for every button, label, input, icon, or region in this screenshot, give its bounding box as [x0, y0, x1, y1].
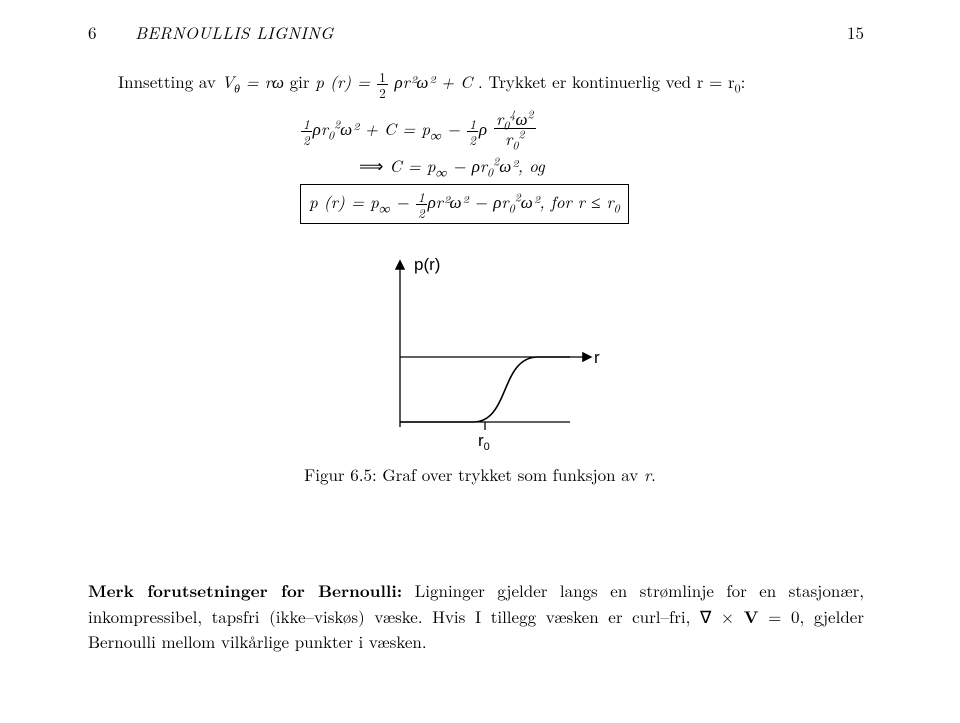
math-var: V: [222, 69, 235, 93]
math-sub: ∞: [436, 164, 447, 180]
denominator: 2: [467, 131, 478, 146]
figure-pressure-graph: p(r) r r0: [360, 252, 602, 452]
implies-symbol: ⟹: [359, 153, 383, 177]
equation-1: 1 2 ρr02ω² + C = p∞ − 1 2 ρ r04ω2 r02: [300, 110, 537, 147]
denominator: 2: [377, 84, 388, 99]
fraction: 1 2: [377, 70, 388, 99]
fraction: 1 2: [301, 117, 312, 146]
fraction: 1 2: [416, 190, 427, 219]
equation-3-boxed: p (r) = p∞ − 1 2 ρr²ω² − ρr 0 2 ω², for r ≤…: [300, 184, 629, 224]
math: −: [441, 116, 466, 140]
math-sub: 0: [614, 200, 620, 216]
math: − ρr: [447, 153, 488, 177]
math: ω², og: [499, 153, 545, 177]
caption-text: Figur 6.5: Graf over trykket som funksjo…: [304, 462, 644, 486]
running-head-left: 6 BERNOULLIS LIGNING: [88, 20, 334, 44]
denominator: 2: [416, 204, 427, 219]
paragraph-remarks: Merk forutsetninger for Bernoulli: Ligni…: [88, 578, 864, 654]
math: −: [390, 189, 415, 213]
math: ρr: [313, 116, 328, 140]
tick-r0: r0: [478, 431, 490, 452]
text: .: [651, 462, 656, 486]
section-number: 6: [88, 20, 97, 44]
math-sub: ∞: [379, 200, 390, 216]
section-title: BERNOULLIS LIGNING: [135, 20, 333, 44]
math: = rω: [246, 69, 284, 93]
denominator: 2: [301, 131, 312, 146]
text: Innsetting av: [118, 69, 222, 93]
math: p (r) = p: [309, 189, 379, 213]
text: :: [741, 69, 746, 93]
denominator: r02: [494, 128, 535, 147]
fraction: 1 2: [467, 117, 478, 146]
math: ω² + C = p: [340, 116, 430, 140]
equation-2: ⟹ C = p∞ − ρr02ω², og: [359, 153, 545, 177]
text: . Trykket er kontinuerlig ved r = r: [478, 69, 735, 93]
numerator: 1: [377, 70, 388, 84]
bold-lead: Merk forutsetninger for Bernoulli:: [88, 579, 402, 603]
fraction-large: r04ω2 r02: [494, 110, 535, 147]
math-sub: ∞: [430, 127, 441, 143]
page-number: 15: [847, 20, 864, 44]
math: p (r) =: [315, 69, 376, 93]
numerator: 1: [416, 190, 427, 204]
math: C = p: [389, 153, 435, 177]
x-axis-label: r: [594, 348, 600, 367]
math-vector: V: [744, 605, 759, 629]
math-sub: θ: [234, 80, 240, 96]
text: gir: [290, 69, 316, 93]
paragraph-intro: Innsetting av Vθ = rω gir p (r) = 1 2 ρr…: [118, 69, 745, 99]
math: ρ: [479, 116, 487, 140]
boxed-equation: p (r) = p∞ − 1 2 ρr²ω² − ρr 0 2 ω², for r ≤…: [300, 184, 629, 224]
math: ρr²ω² + C: [394, 69, 472, 93]
numerator: 1: [467, 117, 478, 131]
numerator: 1: [301, 117, 312, 131]
figure-caption: Figur 6.5: Graf over trykket som funksjo…: [0, 462, 960, 486]
page: 6 BERNOULLIS LIGNING 15 Innsetting av Vθ…: [0, 0, 960, 723]
math: ω², for r ≤ r: [521, 189, 614, 213]
math: ρr²ω² − ρr: [428, 189, 509, 213]
y-axis-label: p(r): [414, 255, 440, 274]
